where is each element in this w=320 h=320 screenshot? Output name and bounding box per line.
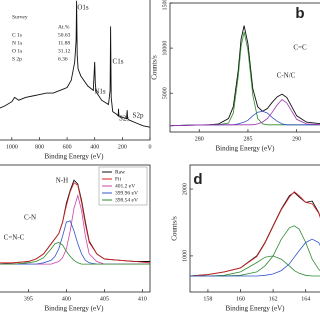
series-line xyxy=(170,25,320,127)
x-tick-label: 290 xyxy=(292,136,301,142)
series-line xyxy=(0,220,150,265)
x-tick-label: 410 xyxy=(138,296,147,302)
x-tick-label: 405 xyxy=(100,296,109,302)
series-line xyxy=(170,98,320,127)
inset-title: Survey xyxy=(12,14,28,20)
inset-name: S 2p xyxy=(12,56,22,62)
x-tick-label: 280 xyxy=(195,136,204,142)
inset-value: 31.12 xyxy=(58,48,71,54)
inset-name: O 1s xyxy=(12,48,22,54)
x-tick-label: 800 xyxy=(35,144,44,150)
series-line xyxy=(0,242,150,265)
plot-frame xyxy=(0,0,151,141)
x-tick-label: 200 xyxy=(118,144,127,150)
series-line xyxy=(0,182,150,264)
x-tick-label: 1000 xyxy=(6,144,18,150)
x-axis-title: Binding Energy (eV) xyxy=(45,305,105,313)
x-tick-label: 600 xyxy=(63,144,72,150)
y-tick-label: 10000 xyxy=(162,41,168,56)
series-line xyxy=(190,225,320,277)
plot-frame xyxy=(189,164,320,293)
series-line xyxy=(190,191,320,277)
x-tick-label: 0 xyxy=(149,144,152,150)
x-tick-label: 162 xyxy=(269,296,278,302)
inset-value: 11.88 xyxy=(58,40,70,46)
y-tick-label: 2000 xyxy=(182,183,188,195)
series-line xyxy=(190,255,320,277)
peak-label: N-H xyxy=(56,177,68,185)
plot-frame xyxy=(0,164,151,293)
series-line xyxy=(0,0,150,128)
y-tick-label: 1000 xyxy=(182,250,188,262)
legend-label: 398.54 eV xyxy=(115,197,138,203)
y-tick-label: 5000 xyxy=(162,87,168,99)
series-line xyxy=(190,238,320,277)
x-tick-label: 160 xyxy=(236,296,245,302)
inset-name: C 1s xyxy=(12,32,22,38)
panel: 158 160 162 164 1000 2000 Binding Energy (eV) C… xyxy=(171,164,320,313)
inset-value: 50.63 xyxy=(58,32,71,38)
plot-frame xyxy=(169,2,320,133)
legend-label: Raw xyxy=(115,169,125,175)
y-axis-title: Counts/s xyxy=(171,216,179,241)
peak-label: C=C xyxy=(293,44,307,52)
x-tick-label: 400 xyxy=(90,144,99,150)
peak-label: C-N/C xyxy=(277,72,296,80)
series-group xyxy=(190,191,320,277)
peak-label: C-N xyxy=(24,214,36,222)
panel-letter: b xyxy=(295,5,304,22)
inset-value: 6.36 xyxy=(58,56,68,62)
x-tick-label: 400 xyxy=(62,296,71,302)
legend-label: Fit xyxy=(115,176,122,182)
series-line xyxy=(170,110,320,127)
series-group xyxy=(170,25,320,127)
peak-label: O1s xyxy=(77,4,89,12)
peak-label: C1s xyxy=(113,58,124,66)
peak-label: S2p xyxy=(133,112,144,120)
y-tick-label: 15000 xyxy=(162,0,168,11)
panel-letter: d xyxy=(193,171,202,188)
x-tick-label: 158 xyxy=(203,296,212,302)
series-group xyxy=(0,0,150,128)
peak-label: C=N-C xyxy=(4,234,25,242)
x-tick-label: 395 xyxy=(24,296,33,302)
series-group xyxy=(0,179,150,265)
inset-header: At.% xyxy=(58,24,70,30)
peak-label: S2s xyxy=(119,115,129,123)
y-axis-title: Counts/s xyxy=(151,55,159,80)
peak-label: N1s xyxy=(94,88,106,96)
panel: 280 285 290 5000 10000 15000 Binding Energy (e… xyxy=(151,0,320,153)
x-tick-label: 285 xyxy=(243,136,252,142)
x-axis-title: Binding Energy (eV) xyxy=(216,145,276,153)
x-tick-label: 164 xyxy=(301,296,310,302)
panel: 395 400 405 410 Binding Energy (eV) N-H C-N C=N… xyxy=(0,164,151,313)
legend-label: 401.2 eV xyxy=(115,183,135,189)
x-axis-title: Binding Energy (eV) xyxy=(226,305,286,313)
x-axis-title: Binding Energy (eV) xyxy=(45,153,105,161)
inset-name: N 1s xyxy=(12,40,22,46)
series-line xyxy=(0,193,150,265)
legend-label: 399.96 eV xyxy=(115,190,138,196)
panel: 1000 800 600 400 200 0 Binding Energy (eV) O1s C… xyxy=(0,0,152,161)
